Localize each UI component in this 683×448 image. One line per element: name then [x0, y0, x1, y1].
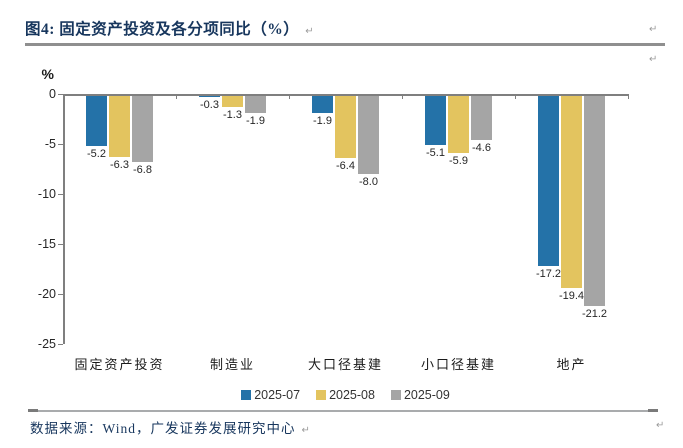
category-label-制造业: 制造业	[209, 357, 255, 372]
bar-value-label: -0.3	[200, 99, 219, 111]
bar-value-label: -4.6	[472, 142, 491, 154]
bar-value-label: -19.4	[558, 290, 585, 302]
bar-value-label: -1.9	[246, 115, 265, 127]
y-axis-tick	[58, 144, 63, 146]
y-axis-tick-label: 0	[49, 87, 56, 101]
paragraph-mark-icon: ↵	[305, 26, 315, 37]
data-source-text: 数据来源：Wind，广发证券发展研究中心	[30, 421, 296, 436]
category-label-大口径基建: 大口径基建	[307, 357, 383, 372]
y-axis-tick-label: -10	[37, 187, 56, 201]
bar-value-label: -5.1	[426, 147, 445, 159]
chart-legend: 2025-07 2025-08 2025-09	[63, 386, 628, 404]
bar-value-label: -5.2	[87, 148, 106, 160]
y-axis-tick	[58, 244, 63, 246]
x-axis-tick	[515, 94, 517, 99]
bar-2025-08-小口径基建	[447, 94, 470, 153]
y-axis-tick-label: -25	[37, 337, 56, 351]
x-axis-line	[63, 94, 628, 96]
bar-2025-07-固定资产投资	[85, 94, 108, 146]
bar-2025-08-固定资产投资	[108, 94, 131, 157]
legend-item-2025-08: 2025-08	[316, 388, 375, 402]
bar-value-label: -6.8	[133, 164, 152, 176]
category-label-地产: 地产	[556, 357, 587, 372]
y-axis-tick	[58, 194, 63, 196]
data-source-note: 数据来源：Wind，广发证券发展研究中心 ↵	[30, 417, 311, 437]
y-axis-line	[63, 94, 65, 344]
legend-label: 2025-09	[403, 388, 450, 402]
footer-divider-endcap	[28, 409, 38, 412]
y-axis-tick-label: -5	[44, 137, 56, 151]
figure-title: 图4: 固定资产投资及各分项同比（%） ↵	[25, 17, 314, 39]
bar-2025-08-地产	[560, 94, 583, 288]
category-label-小口径基建: 小口径基建	[420, 357, 496, 372]
paragraph-mark-icon: ↵	[649, 24, 658, 35]
bar-value-label: -17.2	[535, 268, 562, 280]
x-axis-tick	[402, 94, 404, 99]
y-axis-tick	[58, 344, 63, 346]
paragraph-mark-icon: ↵	[649, 54, 658, 65]
category-label-固定资产投资: 固定资产投资	[74, 357, 165, 372]
legend-swatch-icon	[390, 390, 401, 400]
bar-2025-09-固定资产投资	[131, 94, 154, 162]
title-divider	[25, 43, 665, 46]
legend-item-2025-09: 2025-09	[390, 388, 450, 402]
x-axis-tick	[628, 94, 630, 99]
legend-label: 2025-07	[254, 388, 301, 402]
paragraph-mark-icon: ↵	[656, 420, 665, 431]
bar-value-label: -1.3	[223, 109, 242, 121]
figure-title-text: 图4: 固定资产投资及各分项同比（%）	[25, 21, 300, 38]
bar-2025-07-大口径基建	[311, 94, 334, 113]
bar-value-label: -1.9	[313, 115, 332, 127]
bar-2025-08-制造业	[221, 94, 244, 107]
bar-2025-07-制造业	[198, 94, 221, 97]
y-axis-tick-label: -15	[37, 237, 56, 251]
footer-divider-endcap	[648, 409, 658, 412]
legend-swatch-icon	[316, 390, 327, 400]
bar-value-label: -21.2	[581, 308, 608, 320]
bar-2025-09-小口径基建	[470, 94, 493, 140]
bar-value-label: -5.9	[449, 155, 468, 167]
y-axis-tick-label: -20	[37, 287, 56, 301]
x-axis-tick	[289, 94, 291, 99]
y-axis-unit-label: %	[41, 66, 54, 82]
bar-2025-09-制造业	[244, 94, 267, 113]
bar-value-label: -8.0	[359, 176, 378, 188]
legend-label: 2025-08	[329, 388, 375, 402]
legend-item-2025-07: 2025-07	[241, 388, 300, 402]
bar-2025-09-大口径基建	[357, 94, 380, 174]
bar-value-label: -6.4	[336, 160, 355, 172]
x-axis-tick	[176, 94, 178, 99]
y-axis-tick	[58, 294, 63, 296]
paragraph-mark-icon: ↵	[301, 425, 311, 436]
bar-value-label: -6.3	[110, 159, 129, 171]
legend-swatch-icon	[241, 390, 252, 400]
y-axis-tick	[58, 94, 63, 96]
bar-2025-07-地产	[537, 94, 560, 266]
bar-2025-09-地产	[583, 94, 606, 306]
bar-2025-08-大口径基建	[334, 94, 357, 158]
footer-divider	[28, 410, 658, 412]
bar-2025-07-小口径基建	[424, 94, 447, 145]
